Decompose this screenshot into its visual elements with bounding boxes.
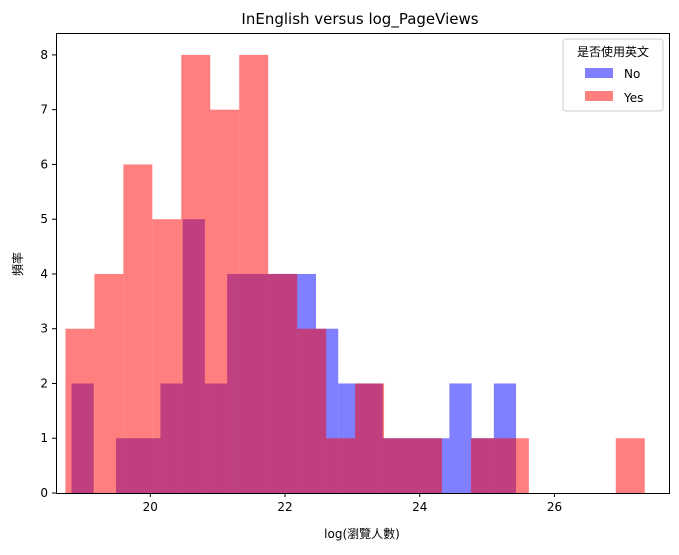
x-tick-label: 22 xyxy=(277,500,292,514)
y-tick-label: 8 xyxy=(40,48,48,62)
y-tick-label: 2 xyxy=(40,376,48,390)
y-tick-label: 7 xyxy=(40,103,48,117)
bar-yes-6 xyxy=(239,54,269,494)
chart-title: InEnglish versus log_PageViews xyxy=(241,10,478,29)
bar-yes-11 xyxy=(384,438,414,493)
x-axis: 20 22 24 26 xyxy=(143,493,562,514)
x-axis-label: log(瀏覽人數) xyxy=(324,526,400,541)
plot-frame xyxy=(56,33,670,494)
y-tick-label: 5 xyxy=(40,212,48,226)
bar-yes-12 xyxy=(413,438,442,493)
bar-yes-8 xyxy=(297,328,327,493)
bars-layer xyxy=(65,54,645,494)
bar-no-10 xyxy=(449,383,472,493)
legend-label-no: No xyxy=(624,67,640,81)
y-tick-label: 6 xyxy=(40,157,48,171)
legend-swatch-no xyxy=(585,68,613,78)
y-tick-label: 4 xyxy=(40,267,48,281)
y-tick-label: 3 xyxy=(40,322,48,336)
legend: 是否使用英文 No Yes xyxy=(562,38,664,112)
bar-yes-19 xyxy=(615,438,645,493)
bar-yes-5 xyxy=(210,109,240,494)
y-tick-label: 1 xyxy=(40,431,48,445)
legend-title: 是否使用英文 xyxy=(577,44,649,59)
bar-yes-9 xyxy=(326,438,356,493)
bar-yes-15 xyxy=(499,438,529,493)
x-tick-label: 20 xyxy=(143,500,158,514)
x-tick-label: 24 xyxy=(412,500,427,514)
bar-yes-1 xyxy=(94,273,124,493)
y-axis: 0 1 2 3 4 5 6 7 8 xyxy=(40,48,56,500)
bar-yes-3 xyxy=(152,219,182,493)
bar-yes-2 xyxy=(123,164,153,493)
bar-yes-4 xyxy=(181,54,211,494)
bar-yes-14 xyxy=(470,438,500,493)
y-tick-label: 0 xyxy=(40,486,48,500)
bar-yes-10 xyxy=(355,383,385,493)
legend-label-yes: Yes xyxy=(623,91,643,105)
x-tick-label: 26 xyxy=(547,500,562,514)
y-axis-label: 頻率 xyxy=(10,252,25,276)
bar-yes-0 xyxy=(65,328,95,493)
legend-swatch-yes xyxy=(585,91,613,101)
bar-yes-7 xyxy=(268,273,298,493)
